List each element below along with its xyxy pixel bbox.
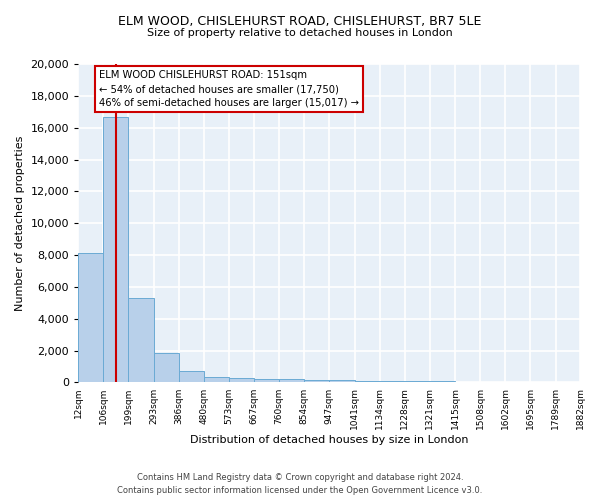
- Bar: [128, 298, 154, 382]
- Bar: [254, 379, 279, 382]
- Bar: [329, 380, 355, 382]
- Bar: [304, 380, 329, 382]
- Text: ELM WOOD, CHISLEHURST ROAD, CHISLEHURST, BR7 5LE: ELM WOOD, CHISLEHURST ROAD, CHISLEHURST,…: [118, 15, 482, 28]
- Y-axis label: Number of detached properties: Number of detached properties: [15, 136, 25, 311]
- Text: ELM WOOD CHISLEHURST ROAD: 151sqm
← 54% of detached houses are smaller (17,750)
: ELM WOOD CHISLEHURST ROAD: 151sqm ← 54% …: [99, 70, 359, 108]
- Text: Contains HM Land Registry data © Crown copyright and database right 2024.
Contai: Contains HM Land Registry data © Crown c…: [118, 474, 482, 495]
- Bar: [204, 377, 229, 382]
- Bar: [179, 372, 204, 382]
- Text: Size of property relative to detached houses in London: Size of property relative to detached ho…: [147, 28, 453, 38]
- Bar: [229, 378, 254, 382]
- Bar: [355, 380, 380, 382]
- Bar: [279, 379, 304, 382]
- Bar: [380, 381, 405, 382]
- Bar: [103, 116, 128, 382]
- Bar: [78, 254, 103, 382]
- Bar: [154, 353, 179, 382]
- X-axis label: Distribution of detached houses by size in London: Distribution of detached houses by size …: [190, 435, 469, 445]
- Bar: [405, 381, 430, 382]
